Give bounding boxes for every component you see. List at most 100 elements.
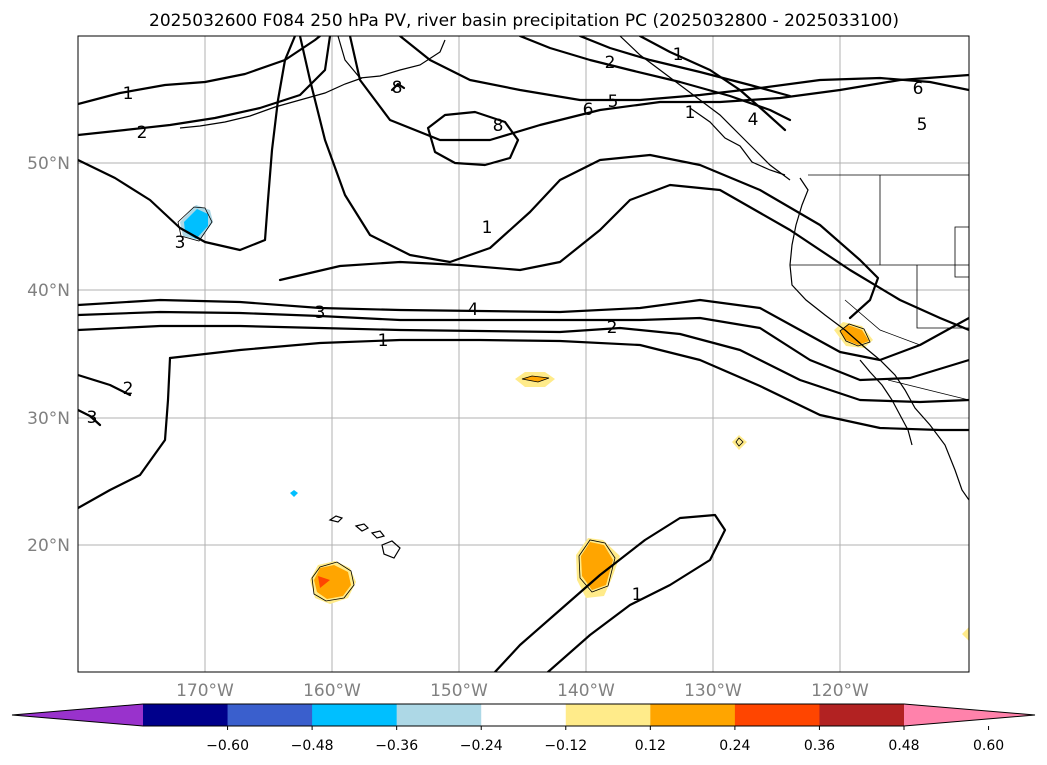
lon-labels: 170°W 160°W 150°W 140°W 130°W 120°W: [176, 681, 869, 701]
contour-label: 2: [123, 379, 134, 399]
lon-label: 150°W: [430, 681, 488, 701]
gridlines: [78, 36, 969, 672]
contour-jet-inner: [278, 183, 969, 332]
lon-label: 170°W: [176, 681, 234, 701]
contour-7-trough: [298, 36, 880, 320]
contour-label: 4: [748, 110, 759, 130]
lon-label: 140°W: [557, 681, 615, 701]
map-panel: 1 2 1 8 2 1 6 5 6 5 4 8 3 1 3 4 2 1 2 3: [77, 35, 970, 673]
contour-2-north: [78, 36, 332, 137]
contour-8-small: [390, 82, 406, 92]
coast-hawaii-3: [370, 530, 386, 539]
contour-label: 1: [123, 84, 134, 104]
colorbar-tick-label: −0.60: [206, 738, 249, 754]
coast-bc-islands: [689, 107, 786, 176]
shading-outlines: [177, 206, 871, 602]
coast-us-west: [789, 177, 969, 501]
colorbar-swatch: [481, 704, 567, 726]
shade-orange-california: [840, 325, 869, 345]
colorbar-swatch: [312, 704, 398, 726]
contour-6-ridge: [348, 36, 969, 142]
contour-5-ridge: [398, 36, 969, 102]
colorbar-swatch: [819, 704, 905, 726]
contour-label: 2: [607, 318, 618, 338]
lat-label: 30°N: [27, 409, 70, 429]
shade-orange-hawaii: [314, 565, 351, 599]
contour-2-west: [78, 373, 132, 397]
colorbar-tick-label: 0.12: [635, 738, 666, 754]
map-frame: [77, 35, 970, 673]
contour-4-jet: [78, 298, 969, 362]
colorbar-tick-label: 0.48: [888, 738, 919, 754]
colorbar: −0.60 −0.48 −0.36 −0.24 −0.12 0.12 0.24 0.36 0.4…: [11, 703, 1036, 754]
contour-labels: 1 2 1 8 2 1 6 5 6 5 4 8 3 1 3 4 2 1 2 3: [87, 45, 928, 605]
lat-labels: 50°N 40°N 30°N 20°N: [27, 154, 70, 556]
colorbar-outline: [11, 703, 1036, 727]
coast-alaska-peninsula: [337, 36, 446, 79]
lat-label: 50°N: [27, 154, 70, 174]
colorbar-swatch: [396, 704, 482, 726]
coast-alaska-panhandle: [619, 36, 791, 181]
lon-label: 120°W: [811, 681, 869, 701]
contour-label: 1: [482, 218, 493, 238]
contour-4-ak: [638, 36, 787, 132]
contour-label: 8: [392, 78, 403, 98]
contour-label: 5: [917, 115, 928, 135]
contour-label: 5: [608, 92, 619, 112]
pv-contours: [78, 36, 969, 672]
colorbar-swatch: [227, 704, 313, 726]
contour-3-jet: [78, 310, 969, 382]
contour-label: 2: [605, 53, 616, 73]
shade-yellow-dot-east: [732, 435, 747, 450]
coast-hawaii-big: [381, 540, 401, 559]
colorbar-tick-label: 0.60: [973, 738, 1004, 754]
shade-cyan-aleutian: [184, 209, 208, 239]
contour-1-jet: [168, 338, 969, 432]
colorbar-tick-label: −0.12: [544, 738, 587, 754]
contour-label: 1: [378, 331, 389, 351]
colorbar-tick-label: −0.48: [291, 738, 334, 754]
colorbar-tick-label: −0.36: [375, 738, 418, 754]
contour-2-ak: [518, 36, 792, 122]
colorbar-swatch: [650, 704, 736, 726]
colorbar-swatch: [565, 704, 651, 726]
contour-label: 1: [673, 45, 684, 65]
colorbar-tick-label: 0.24: [719, 738, 750, 754]
contour-label: 3: [315, 303, 326, 323]
contour-1-ak: [578, 36, 792, 98]
colorbar-extend-high: [904, 704, 1035, 726]
coast-hawaii-1: [328, 515, 344, 523]
contour-label: 1: [632, 585, 643, 605]
lat-label: 40°N: [27, 281, 70, 301]
colorbar-swatch: [143, 704, 229, 726]
shade-yellow-corner: [962, 627, 969, 641]
lat-label: 20°N: [27, 536, 70, 556]
contour-label: 2: [137, 123, 148, 143]
contour-1-north: [78, 36, 322, 106]
lon-label: 160°W: [303, 681, 361, 701]
lon-label: 130°W: [684, 681, 742, 701]
colorbar-swatch: [734, 704, 820, 726]
shade-red-hawaii: [318, 576, 330, 588]
contour-label: 4: [468, 300, 479, 320]
coast-aleutian-chain: [179, 77, 363, 129]
contour-1-trop: [493, 513, 727, 672]
colorbar-extend-low: [12, 704, 143, 726]
contour-label: 3: [175, 233, 186, 253]
contour-label: 1: [685, 103, 696, 123]
colorbar-tick-label: 0.36: [804, 738, 835, 754]
contour-2-jet: [78, 324, 969, 404]
contour-3-west-edge: [78, 408, 102, 427]
colorbar-tick-label: −0.24: [460, 738, 503, 754]
shade-orange-subtropic: [581, 542, 613, 590]
contour-label: 3: [87, 408, 98, 428]
contour-label: 6: [913, 79, 924, 99]
shade-blue-dot: [290, 490, 298, 497]
contour-label: 6: [583, 100, 594, 120]
coast-hawaii-2: [354, 523, 370, 532]
contour-1-subtropic: [78, 356, 172, 510]
contour-8-center: [426, 110, 520, 167]
contour-label: 8: [493, 116, 504, 136]
figure-title: 2025032600 F084 250 hPa PV, river basin …: [149, 11, 899, 31]
